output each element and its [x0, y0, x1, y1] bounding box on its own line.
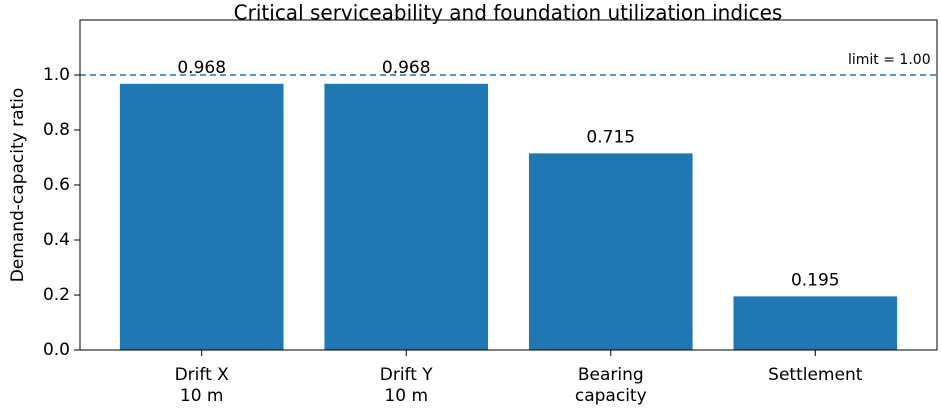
value-label: 0.968: [177, 58, 226, 78]
bar: [528, 153, 693, 350]
y-tick-label: 0.6: [43, 175, 70, 195]
x-tick-label: Drift X: [175, 365, 230, 385]
x-tick-label: Drift Y: [380, 365, 434, 385]
x-tick-label: 10 m: [180, 386, 224, 406]
bar: [119, 83, 284, 351]
y-tick-label: 0.4: [43, 230, 70, 250]
y-tick-label: 0.8: [43, 120, 70, 140]
y-axis-label: Demand-capacity ratio: [8, 88, 28, 283]
value-label: 0.195: [791, 270, 840, 290]
bar: [733, 296, 898, 350]
x-tick-label: 10 m: [384, 386, 428, 406]
y-tick-label: 1.0: [43, 65, 70, 85]
x-tick-label: capacity: [575, 386, 647, 406]
chart-title: Critical serviceability and foundation u…: [234, 1, 783, 25]
y-tick-label: 0.0: [43, 340, 70, 360]
plot-frame: [79, 19, 938, 351]
value-label: 0.968: [382, 58, 431, 78]
y-tick-label: 0.2: [43, 285, 70, 305]
x-tick-label: Bearing: [578, 365, 644, 385]
value-label: 0.715: [586, 127, 635, 147]
reference-label: limit = 1.00: [848, 52, 931, 68]
bar: [324, 83, 489, 351]
x-tick-label: Settlement: [768, 365, 863, 385]
